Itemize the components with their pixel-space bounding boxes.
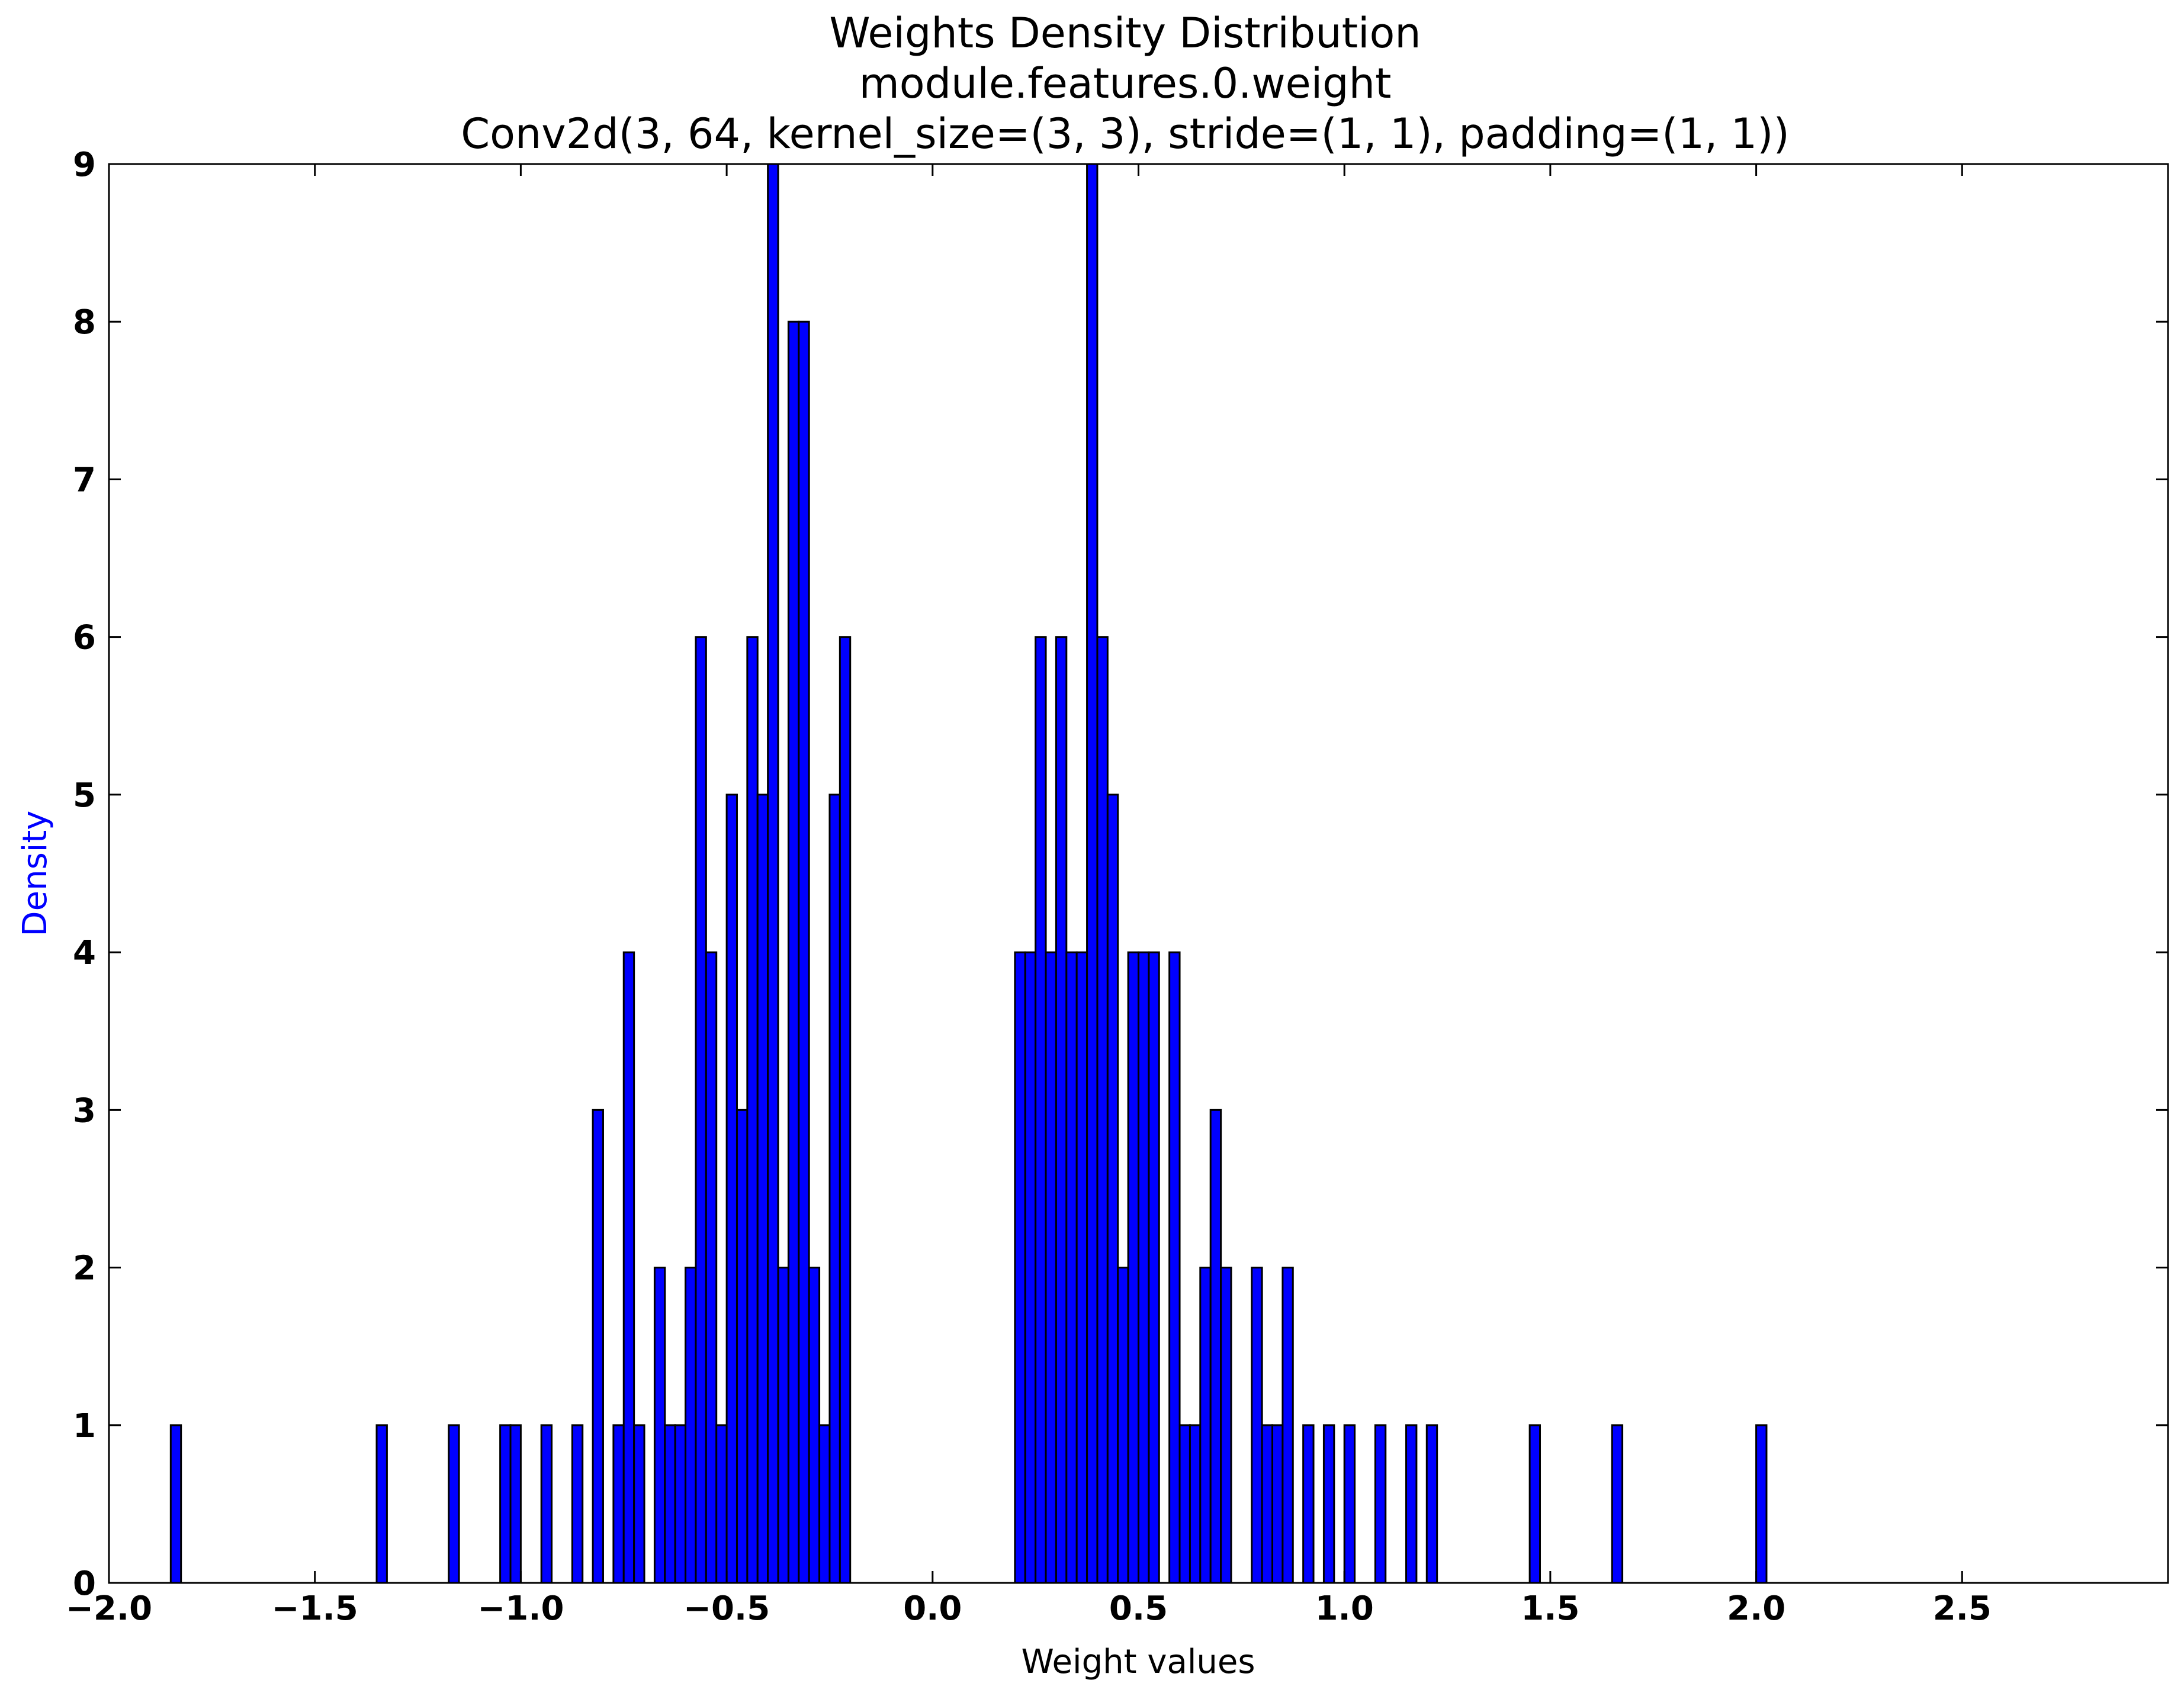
histogram-bar xyxy=(1127,951,1139,1584)
chart-title-line-1: Weights Density Distribution xyxy=(829,9,1421,57)
histogram-bar xyxy=(1209,1109,1222,1584)
histogram-bar xyxy=(1168,951,1181,1584)
histogram-bar xyxy=(612,1424,625,1584)
histogram-bar xyxy=(1035,636,1047,1584)
histogram-bar xyxy=(777,1267,789,1584)
y-tick-label: 9 xyxy=(73,146,96,184)
histogram-bar xyxy=(1148,951,1160,1584)
histogram-bar xyxy=(756,794,769,1584)
x-tick-label: 2.5 xyxy=(1933,1589,1992,1628)
histogram-bar xyxy=(818,1424,831,1584)
histogram-bar xyxy=(1755,1424,1768,1584)
x-axis-label: Weight values xyxy=(1021,1643,1255,1681)
histogram-bar xyxy=(674,1424,687,1584)
histogram-bar xyxy=(787,320,800,1584)
histogram-bar xyxy=(685,1267,697,1584)
histogram-bar xyxy=(798,320,810,1584)
histogram-bar xyxy=(1138,951,1150,1584)
histogram-bar xyxy=(1075,951,1088,1584)
histogram-bar xyxy=(1086,163,1099,1584)
histogram-bar xyxy=(1261,1424,1274,1584)
histogram-bar xyxy=(592,1109,604,1584)
histogram-bar xyxy=(653,1267,666,1584)
chart-title-line-3: Conv2d(3, 64, kernel_size=(3, 3), stride… xyxy=(461,110,1790,158)
histogram-bar xyxy=(1024,951,1037,1584)
histogram-bar xyxy=(1282,1267,1294,1584)
histogram-bar xyxy=(622,951,635,1584)
histogram-bar xyxy=(1425,1424,1438,1584)
x-tick-label: −1.0 xyxy=(477,1589,564,1628)
histogram-bar xyxy=(1178,1424,1191,1584)
histogram-bar xyxy=(664,1424,676,1584)
histogram-bar xyxy=(448,1424,460,1584)
x-tick-label: 1.0 xyxy=(1315,1589,1374,1628)
histogram-bar xyxy=(169,1424,182,1584)
histogram-bar xyxy=(705,951,718,1584)
y-tick-label: 1 xyxy=(73,1407,96,1446)
x-tick-label: 2.0 xyxy=(1727,1589,1785,1628)
x-tick-label: −2.0 xyxy=(66,1589,152,1628)
y-tick-label: 7 xyxy=(73,461,96,499)
chart-title-line-2: module.features.0.weight xyxy=(859,59,1392,108)
histogram-bar xyxy=(571,1424,584,1584)
histogram-bar xyxy=(1611,1424,1624,1584)
x-tick-label: 0.0 xyxy=(903,1589,962,1628)
histogram-bar xyxy=(1374,1424,1387,1584)
y-tick-label: 0 xyxy=(73,1565,96,1603)
histogram-bar xyxy=(695,636,707,1584)
histogram-bar xyxy=(1045,951,1057,1584)
histogram-bar xyxy=(1271,1424,1284,1584)
histogram-bar xyxy=(509,1424,522,1584)
histogram-bar xyxy=(1117,1267,1129,1584)
y-tick-label: 2 xyxy=(73,1249,96,1288)
histogram-bar xyxy=(1055,636,1068,1584)
histogram-bar xyxy=(746,636,759,1584)
histogram-bar xyxy=(736,1109,749,1584)
histogram-bar xyxy=(1014,951,1026,1584)
histogram-bar xyxy=(839,636,852,1584)
y-tick-label: 6 xyxy=(73,619,96,657)
y-tick-label: 8 xyxy=(73,303,96,342)
histogram-bar xyxy=(633,1424,645,1584)
histogram-bar xyxy=(1199,1267,1212,1584)
histogram-bar xyxy=(1096,636,1109,1584)
histogram-bar xyxy=(540,1424,553,1584)
x-tick-label: 1.5 xyxy=(1521,1589,1579,1628)
histogram-bar xyxy=(1322,1424,1335,1584)
y-tick-label: 3 xyxy=(73,1091,96,1130)
histogram-bar xyxy=(1405,1424,1418,1584)
histogram-bar xyxy=(499,1424,512,1584)
histogram-bar xyxy=(1220,1267,1232,1584)
ticks-group: −2.0 −1.5 −1.0 −0.5 0.0 0.5 1.0 1.5 2.0 2.5 0 1 2 3 4 5… xyxy=(66,146,2168,1628)
x-tick-label: 0.5 xyxy=(1109,1589,1168,1628)
y-tick-label: 5 xyxy=(73,776,96,815)
histogram-bar xyxy=(767,163,779,1584)
histogram-bar xyxy=(1251,1267,1263,1584)
x-tick-label: −0.5 xyxy=(683,1589,770,1628)
histogram-bar xyxy=(1189,1424,1202,1584)
histogram-bar xyxy=(1343,1424,1356,1584)
histogram-bar xyxy=(1528,1424,1541,1584)
histogram-bar xyxy=(1065,951,1078,1584)
bars-group xyxy=(169,163,1768,1584)
histogram-bar xyxy=(1106,794,1119,1584)
histogram-bar xyxy=(725,794,738,1584)
x-tick-label: −1.5 xyxy=(272,1589,358,1628)
histogram-bar xyxy=(1302,1424,1315,1584)
y-axis-label: Density xyxy=(16,811,54,937)
y-tick-label: 4 xyxy=(73,934,96,972)
histogram-bar xyxy=(375,1424,388,1584)
histogram-bar xyxy=(828,794,841,1584)
histogram-bar xyxy=(808,1267,821,1584)
histogram-bar xyxy=(715,1424,728,1584)
